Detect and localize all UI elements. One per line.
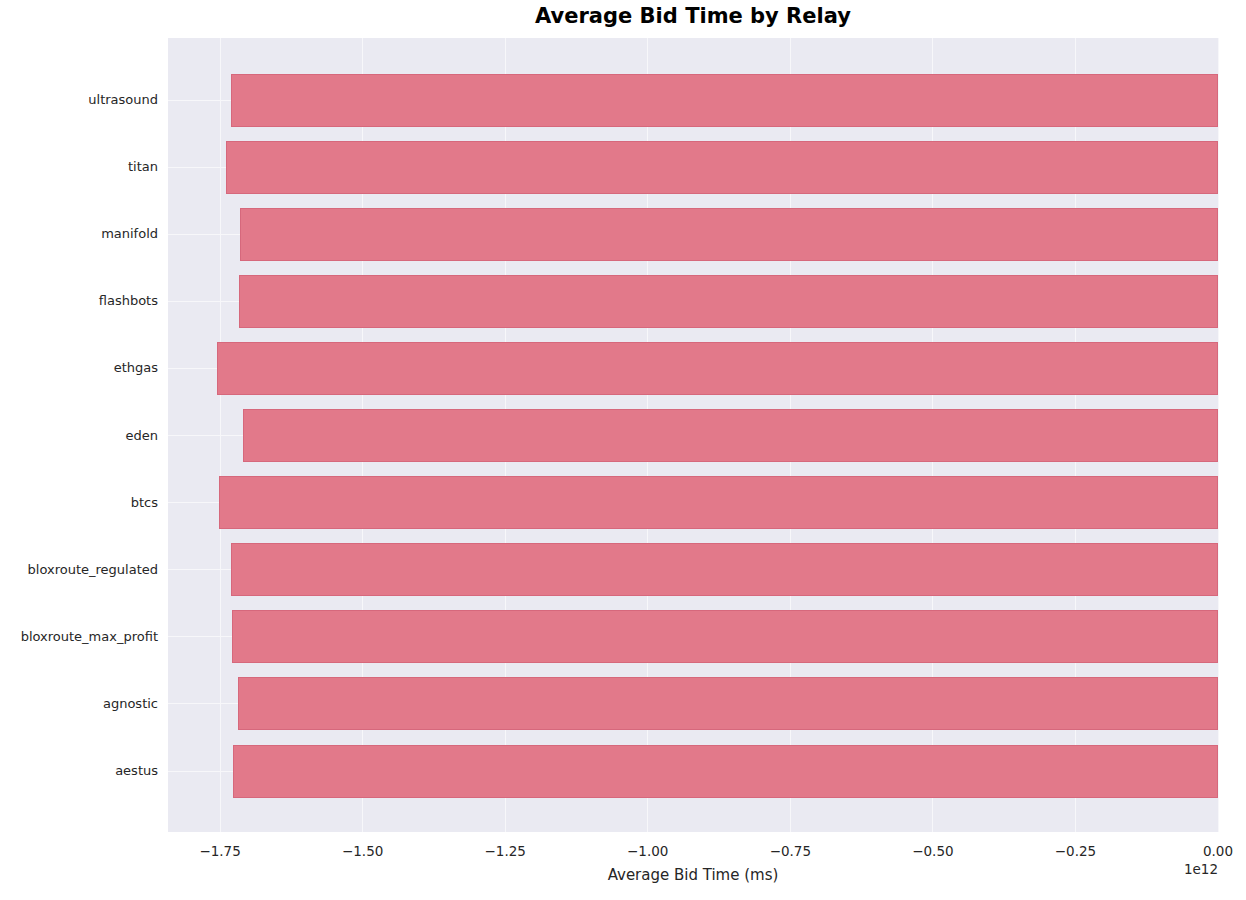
x-tick-label: −1.75 [160,843,280,859]
x-tick-label: −1.50 [303,843,423,859]
y-tick-label-ultrasound: ultrasound [0,92,158,108]
x-tick-label: −0.50 [873,843,993,859]
x-tick-label: −0.75 [730,843,850,859]
y-tick-label-aestus: aestus [0,763,158,779]
bar-aestus [233,745,1218,798]
y-tick-label-bloxroute_max_profit: bloxroute_max_profit [0,629,158,645]
bar-ultrasound [231,74,1218,127]
bar-titan [226,141,1218,194]
bar-eden [243,409,1218,462]
bar-ethgas [217,342,1218,395]
figure: Average Bid Time by Relay ultrasound tita… [0,0,1246,900]
y-tick-label-flashbots: flashbots [0,293,158,309]
x-axis-label: Average Bid Time (ms) [168,866,1218,884]
bar-btcs [219,476,1218,529]
x-tick-label: −1.00 [588,843,708,859]
y-tick-label-agnostic: agnostic [0,696,158,712]
y-tick-label-manifold: manifold [0,226,158,242]
y-tick-label-ethgas: ethgas [0,360,158,376]
x-tick-label: 0.00 [1158,843,1246,859]
bar-bloxroute_max_profit [232,610,1218,663]
x-tick-label: −1.25 [445,843,565,859]
y-tick-label-btcs: btcs [0,495,158,511]
y-tick-label-bloxroute_regulated: bloxroute_regulated [0,562,158,578]
bar-flashbots [239,275,1218,328]
bar-agnostic [238,677,1218,730]
chart-title: Average Bid Time by Relay [168,4,1218,28]
x-tick-label: −0.25 [1015,843,1135,859]
y-tick-label-eden: eden [0,428,158,444]
bar-bloxroute_regulated [231,543,1218,596]
y-tick-label-titan: titan [0,159,158,175]
plot-area [168,38,1218,832]
bar-manifold [240,208,1218,261]
